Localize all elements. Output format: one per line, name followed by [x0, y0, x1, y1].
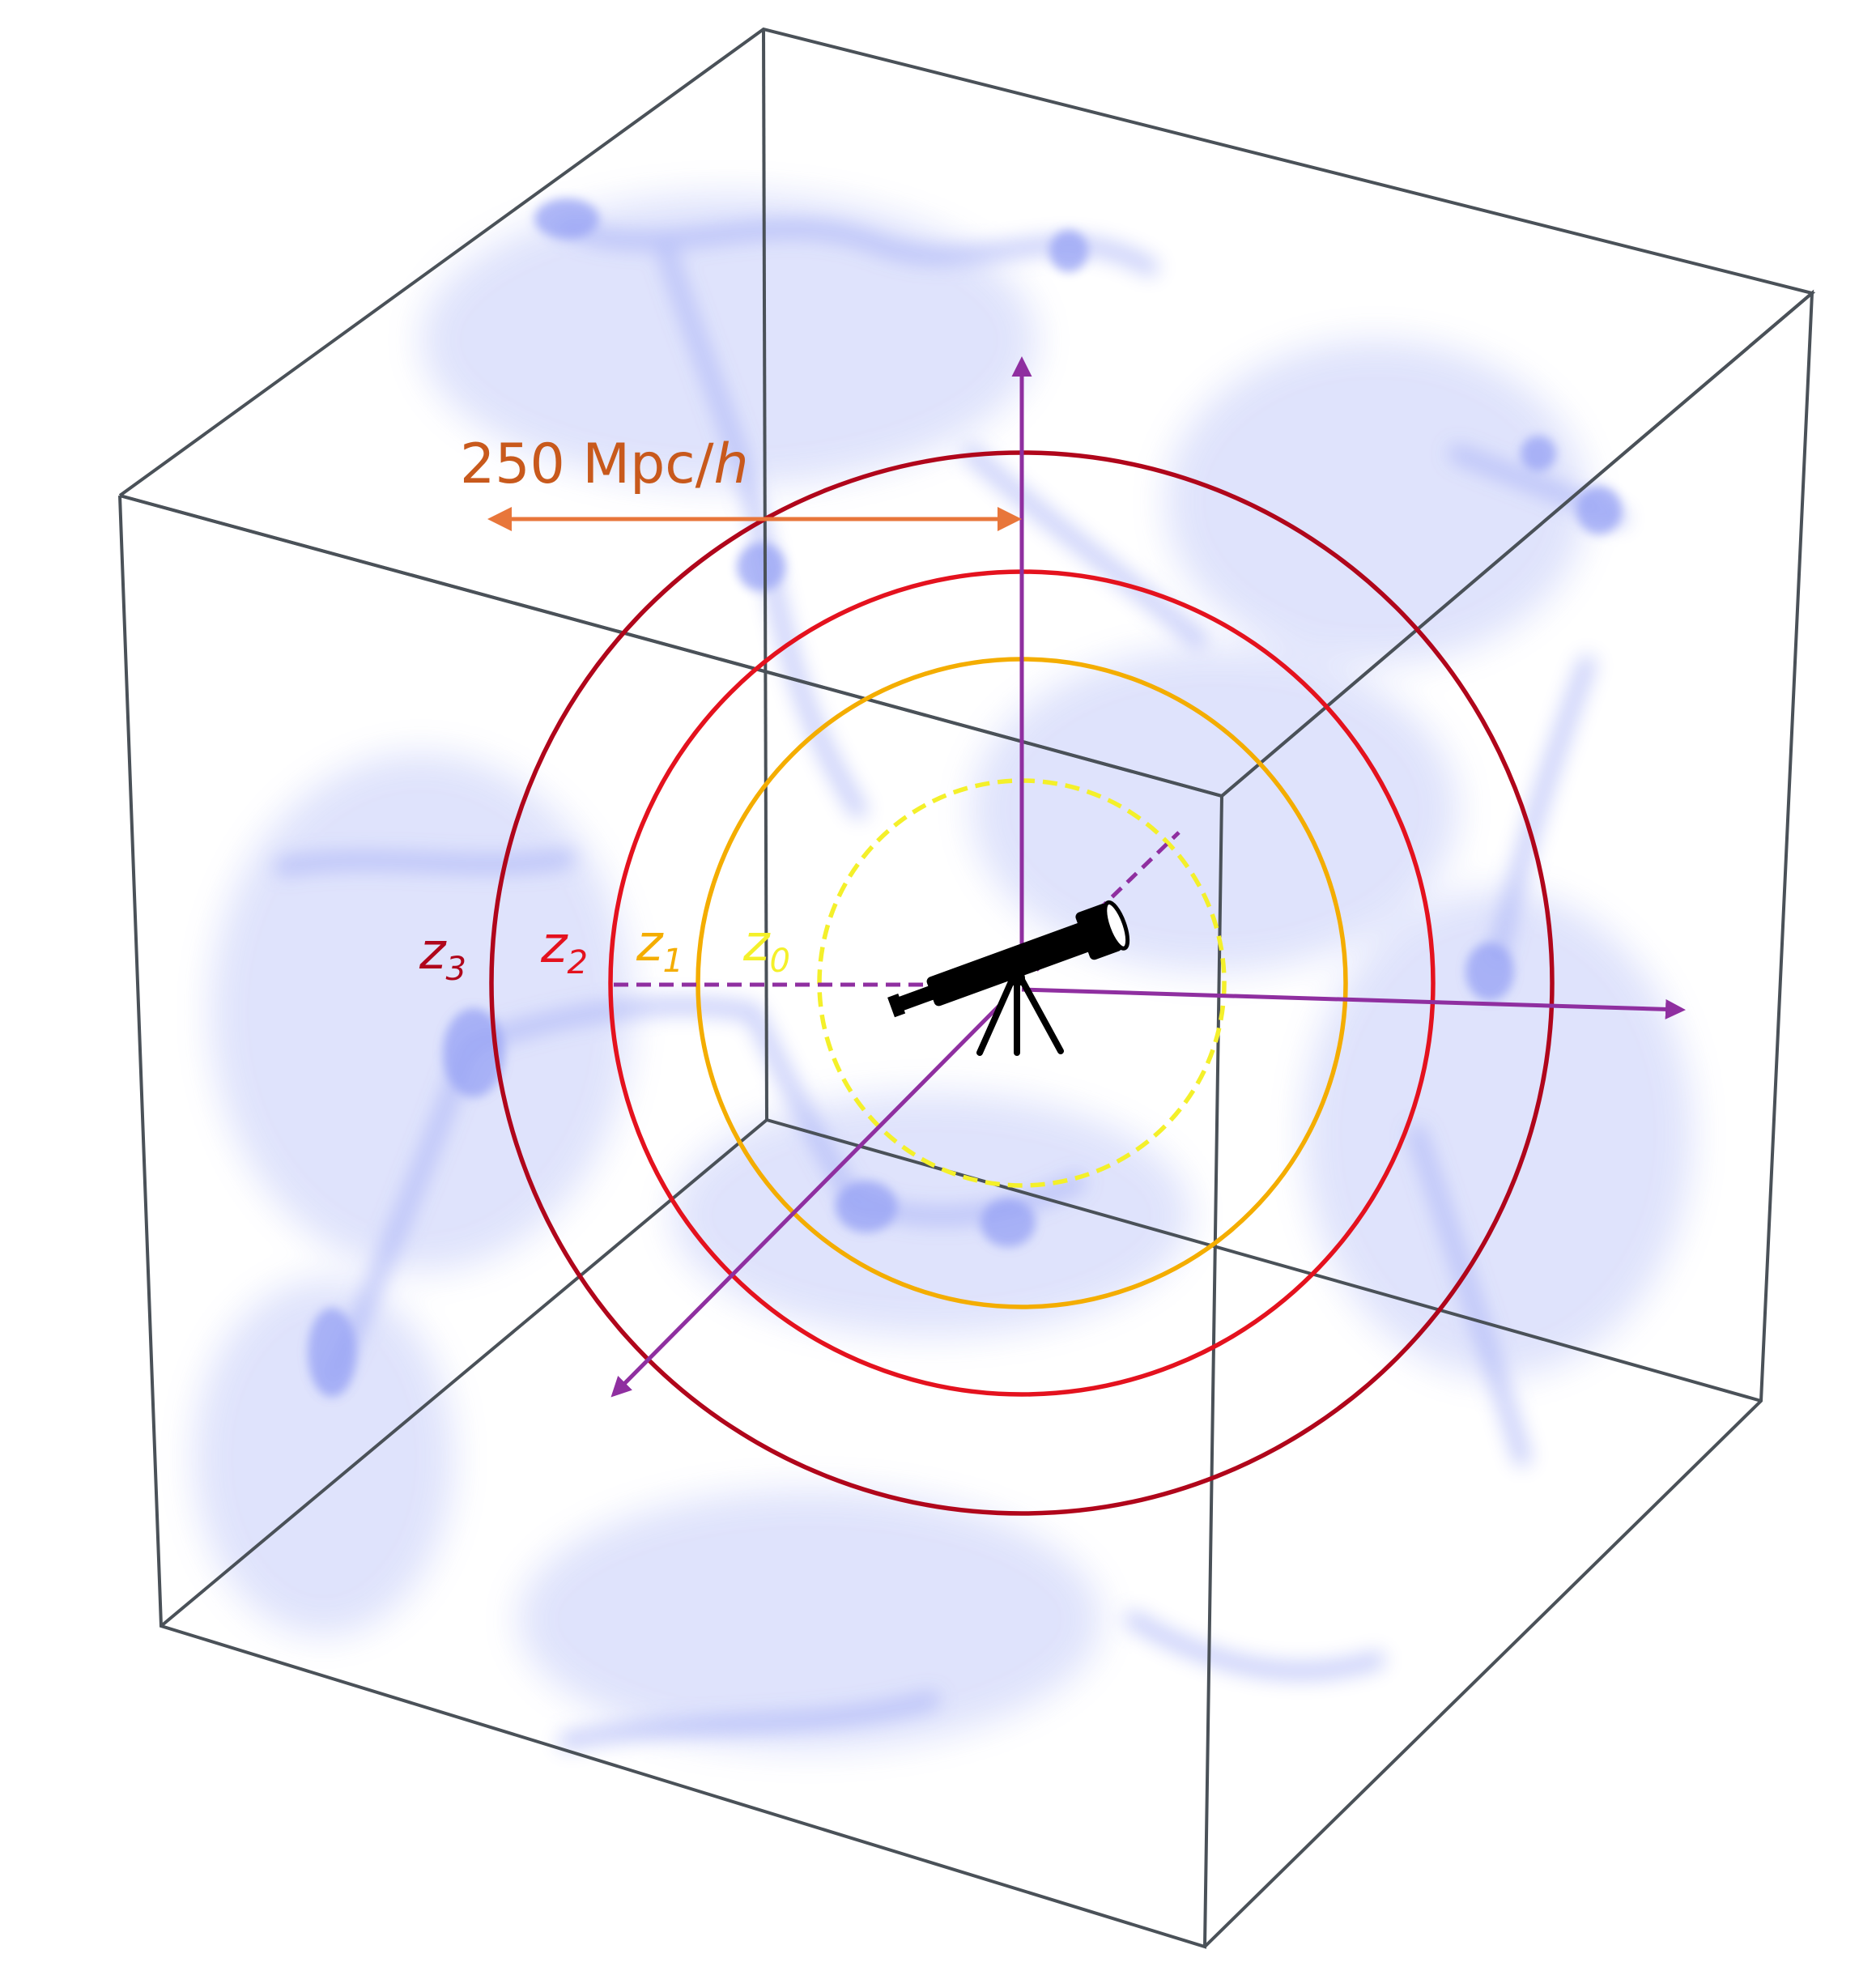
cube-back-vertical-edge [762, 28, 768, 1121]
cosmic-web-density [194, 194, 1692, 1750]
scale-bar-label: 250 Mpc/h [460, 432, 749, 496]
simulation-box-edges [118, 27, 1816, 1949]
scale-bar: 250 Mpc/h [460, 432, 1022, 531]
telescope-icon [887, 900, 1130, 1056]
cube-right-face-edges [1203, 289, 1814, 1948]
axis-depth-front [610, 1002, 1002, 1398]
cube-back-bottom-left-edge [160, 1118, 768, 1628]
shell-label-z0: z0 [742, 913, 790, 980]
shell-label-z2: z2 [540, 915, 588, 981]
shell-label-z1: z1 [636, 913, 683, 980]
shell-label-z3: z3 [419, 922, 466, 988]
axis-horizontal [1021, 987, 1686, 1019]
scale-bar-unit: h [714, 432, 749, 496]
shell-labels: z3 z2 z1 z0 [419, 913, 790, 988]
scale-bar-value: 250 Mpc/ [460, 432, 714, 496]
